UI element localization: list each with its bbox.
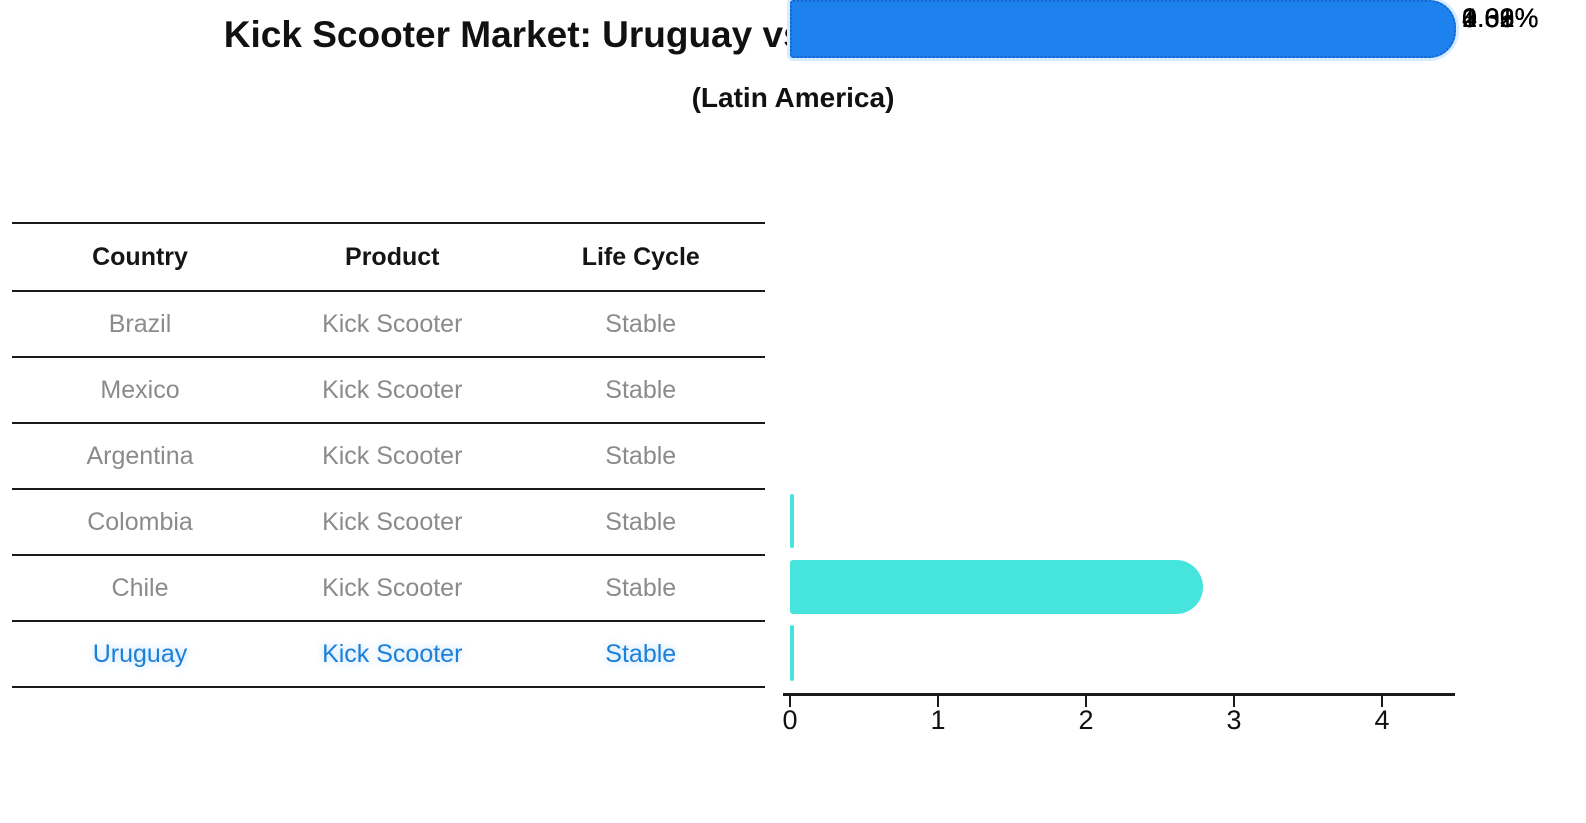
cell-product: Kick Scooter <box>322 375 463 404</box>
cell-lifecycle: Stable <box>605 573 677 602</box>
x-tick-0 <box>789 696 791 707</box>
x-tick-2 <box>1085 696 1087 707</box>
value-label-argentina: 0.01% <box>1462 3 1539 33</box>
cell-country: Mexico <box>100 375 180 404</box>
column-header-country: Country <box>92 242 188 271</box>
cell-product: Kick Scooter <box>322 507 463 536</box>
cell-product: Kick Scooter <box>322 441 463 470</box>
column-header-lifecycle: Life Cycle <box>581 242 700 271</box>
bar-brazil <box>790 494 794 548</box>
value-label-colombia: 3.69% <box>1462 3 1539 33</box>
country-table: Country Product Life Cycle Brazil Kick S… <box>12 222 765 688</box>
cell-lifecycle: Stable <box>605 507 677 536</box>
value-label-mexico: 2.63% <box>1462 3 1539 33</box>
x-tick-label-2: 2 <box>1078 705 1094 735</box>
value-label-brazil: 0.02% <box>1462 3 1539 33</box>
cell-product: Kick Scooter <box>322 639 463 668</box>
value-label-chile: 1.66% <box>1462 3 1539 33</box>
column-header-product: Product <box>345 242 440 271</box>
x-tick-label-4: 4 <box>1374 705 1390 735</box>
table-row-colombia: Colombia Kick Scooter Stable <box>12 490 765 556</box>
bar-uruguay <box>790 0 1456 58</box>
cell-lifecycle: Stable <box>605 441 677 470</box>
cell-country: Uruguay <box>92 639 188 668</box>
x-tick-3 <box>1233 696 1235 707</box>
cell-country: Argentina <box>86 441 194 470</box>
table-row-argentina: Argentina Kick Scooter Stable <box>12 424 765 490</box>
cell-lifecycle: Stable <box>605 375 677 404</box>
table-header-row: Country Product Life Cycle <box>12 224 765 292</box>
bar-argentina <box>790 625 794 681</box>
cell-lifecycle: Stable <box>605 309 677 338</box>
cell-product: Kick Scooter <box>322 573 463 602</box>
chart-subtitle: (Latin America) <box>691 82 895 113</box>
x-tick-4 <box>1381 696 1383 707</box>
cell-country: Colombia <box>87 507 193 536</box>
value-label-uruguay: 4.31% <box>1462 3 1539 33</box>
x-tick-label-0: 0 <box>782 705 798 735</box>
cell-lifecycle: Stable <box>605 639 677 668</box>
x-tick-label-3: 3 <box>1226 705 1242 735</box>
cell-country: Chile <box>111 573 169 602</box>
x-axis-line <box>783 693 1455 696</box>
cell-product: Kick Scooter <box>322 309 463 338</box>
cell-country: Brazil <box>108 309 172 338</box>
table-row-brazil: Brazil Kick Scooter Stable <box>12 292 765 358</box>
bar-mexico <box>790 560 1203 614</box>
table-row-uruguay: Uruguay Kick Scooter Stable <box>12 622 765 688</box>
table-row-mexico: Mexico Kick Scooter Stable <box>12 358 765 424</box>
table-row-chile: Chile Kick Scooter Stable <box>12 556 765 622</box>
x-tick-label-1: 1 <box>930 705 946 735</box>
x-tick-1 <box>937 696 939 707</box>
